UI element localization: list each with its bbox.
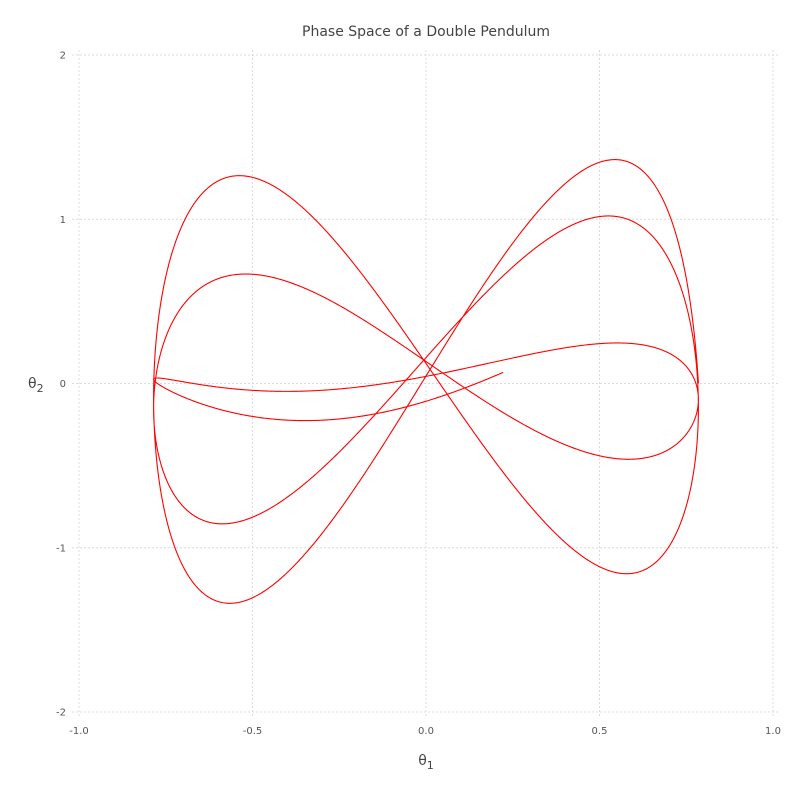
x-tick-label: 0.5	[592, 726, 608, 737]
y-axis-ticks: 2 1 0 -1 -2	[56, 51, 66, 719]
y-tick-label: -2	[56, 708, 66, 719]
x-axis-ticks: -1.0 -0.5 0.0 0.5 1.0	[69, 726, 781, 737]
y-tick-label: 0	[60, 379, 66, 390]
y-tick-label: 1	[60, 215, 66, 226]
chart-title: Phase Space of a Double Pendulum	[302, 24, 550, 40]
grid	[72, 50, 780, 718]
x-tick-label: 0.0	[418, 726, 434, 737]
y-axis-label: θ2	[28, 376, 44, 395]
series-line	[153, 159, 699, 604]
y-axis-label-base: θ	[28, 376, 37, 392]
x-tick-label: -1.0	[69, 726, 89, 737]
x-tick-label: 1.0	[765, 726, 781, 737]
y-tick-label: -1	[56, 543, 66, 554]
x-axis-label-sub: 1	[427, 759, 434, 772]
y-axis-label-sub: 2	[37, 382, 44, 395]
x-tick-label: -0.5	[243, 726, 263, 737]
x-axis-label-base: θ	[418, 753, 427, 769]
y-tick-label: 2	[60, 51, 66, 62]
x-axis-label: θ1	[418, 753, 434, 772]
series-group	[153, 159, 699, 604]
